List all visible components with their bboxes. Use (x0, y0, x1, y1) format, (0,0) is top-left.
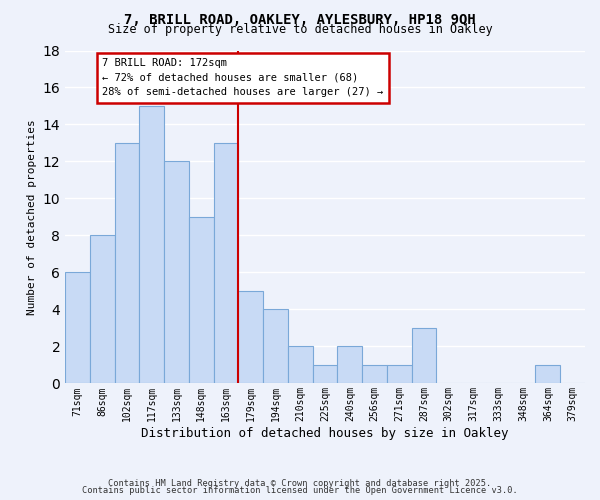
Bar (115, 143, 139, 384)
Text: 7 BRILL ROAD: 172sqm
← 72% of detached houses are smaller (68)
28% of semi-detac: 7 BRILL ROAD: 172sqm ← 72% of detached h… (102, 58, 383, 98)
Text: Size of property relative to detached houses in Oakley: Size of property relative to detached ho… (107, 22, 493, 36)
Text: 7, BRILL ROAD, OAKLEY, AYLESBURY, HP18 9QH: 7, BRILL ROAD, OAKLEY, AYLESBURY, HP18 9… (124, 12, 476, 26)
Y-axis label: Number of detached properties: Number of detached properties (27, 119, 37, 315)
Text: Contains HM Land Registry data © Crown copyright and database right 2025.: Contains HM Land Registry data © Crown c… (109, 478, 491, 488)
Bar (387, 365, 412, 384)
Bar (189, 217, 214, 384)
Bar (238, 291, 263, 384)
Bar (263, 310, 288, 384)
Bar (362, 365, 387, 384)
Bar (164, 162, 189, 384)
Bar (313, 365, 337, 384)
Bar (535, 365, 560, 384)
X-axis label: Distribution of detached houses by size in Oakley: Distribution of detached houses by size … (142, 427, 509, 440)
Bar (90, 236, 115, 384)
Bar (139, 106, 164, 384)
Text: Contains public sector information licensed under the Open Government Licence v3: Contains public sector information licen… (82, 486, 518, 495)
Bar (412, 328, 436, 384)
Bar (288, 346, 313, 384)
Bar (214, 143, 238, 384)
Bar (65, 272, 90, 384)
Bar (337, 346, 362, 384)
